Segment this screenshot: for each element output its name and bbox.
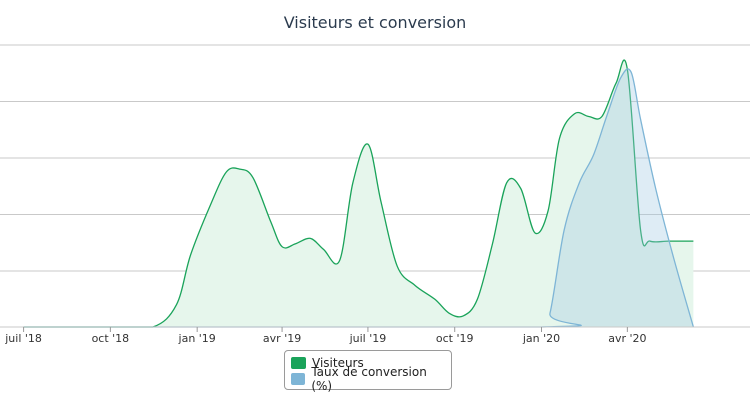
x-tick-label: jan '20 <box>522 332 560 345</box>
x-tick-label: oct '18 <box>92 332 130 345</box>
series-line-visiteurs[interactable] <box>23 59 694 328</box>
x-tick-label: juil '18 <box>4 332 42 345</box>
chart-series <box>23 59 695 328</box>
legend-swatch-taux-conversion <box>291 373 306 385</box>
legend-swatch-visiteurs <box>291 357 306 369</box>
x-axis: juil '18 oct '18 jan '19 avr '19 juil '19 oct… <box>0 326 750 345</box>
x-tick-label: oct '19 <box>436 332 474 345</box>
legend-label-taux-conversion: Taux de conversion (%) <box>311 365 427 393</box>
x-tick-label: avr '19 <box>263 332 301 345</box>
chart-legend[interactable]: Visiteurs Taux de conversion (%) <box>284 350 452 393</box>
series-area-taux-conversion <box>23 68 694 327</box>
series-area-visiteurs <box>23 60 694 327</box>
x-tick-label: avr '20 <box>608 332 646 345</box>
legend-item-taux-conversion[interactable]: Taux de conversion (%) <box>291 365 445 393</box>
legend-item-visiteurs[interactable]: Visiteurs <box>291 355 445 371</box>
x-tick-label: jan '19 <box>178 332 216 345</box>
chart-title: Visiteurs et conversion <box>283 13 467 32</box>
x-tick-label: juil '19 <box>349 332 387 345</box>
legend-label-visiteurs: Visiteurs <box>312 356 364 370</box>
